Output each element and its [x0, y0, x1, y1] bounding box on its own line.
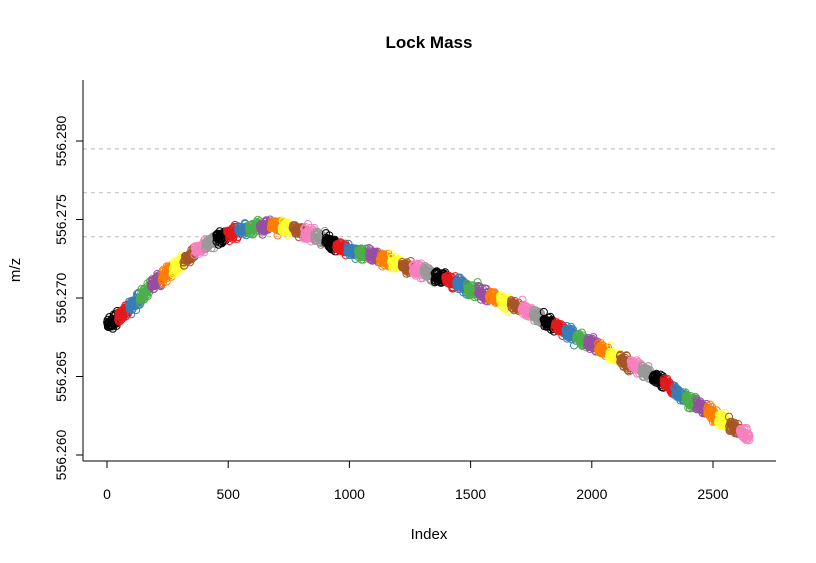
reference-lines: [83, 148, 776, 238]
x-tick-label: 500: [217, 486, 241, 502]
data-point: [603, 343, 613, 352]
x-tick-label: 0: [103, 486, 111, 502]
y-tick-label: 556.275: [53, 194, 69, 245]
data-point: [127, 310, 136, 319]
data-points: [103, 215, 754, 445]
data-point: [455, 273, 464, 282]
x-tick-label: 1000: [334, 486, 365, 502]
x-axis: 0 500 1000 1500 2000 2500: [103, 461, 729, 502]
data-point: [744, 436, 754, 445]
y-tick-label: 556.280: [53, 115, 69, 166]
chart-title: Lock Mass: [386, 33, 473, 52]
x-axis-label: Index: [411, 526, 448, 543]
x-tick-label: 2000: [576, 486, 607, 502]
y-axis: 556.260 556.265 556.270 556.275 556.280: [53, 115, 83, 480]
x-tick-label: 2500: [697, 486, 728, 502]
y-axis-label: m/z: [7, 258, 24, 282]
x-tick-label: 1500: [455, 486, 486, 502]
data-point: [745, 432, 754, 441]
y-tick-label: 556.265: [53, 351, 69, 402]
y-tick-label: 556.270: [53, 272, 69, 323]
y-tick-label: 556.260: [53, 429, 69, 480]
data-point: [325, 231, 334, 240]
data-point: [539, 307, 548, 317]
